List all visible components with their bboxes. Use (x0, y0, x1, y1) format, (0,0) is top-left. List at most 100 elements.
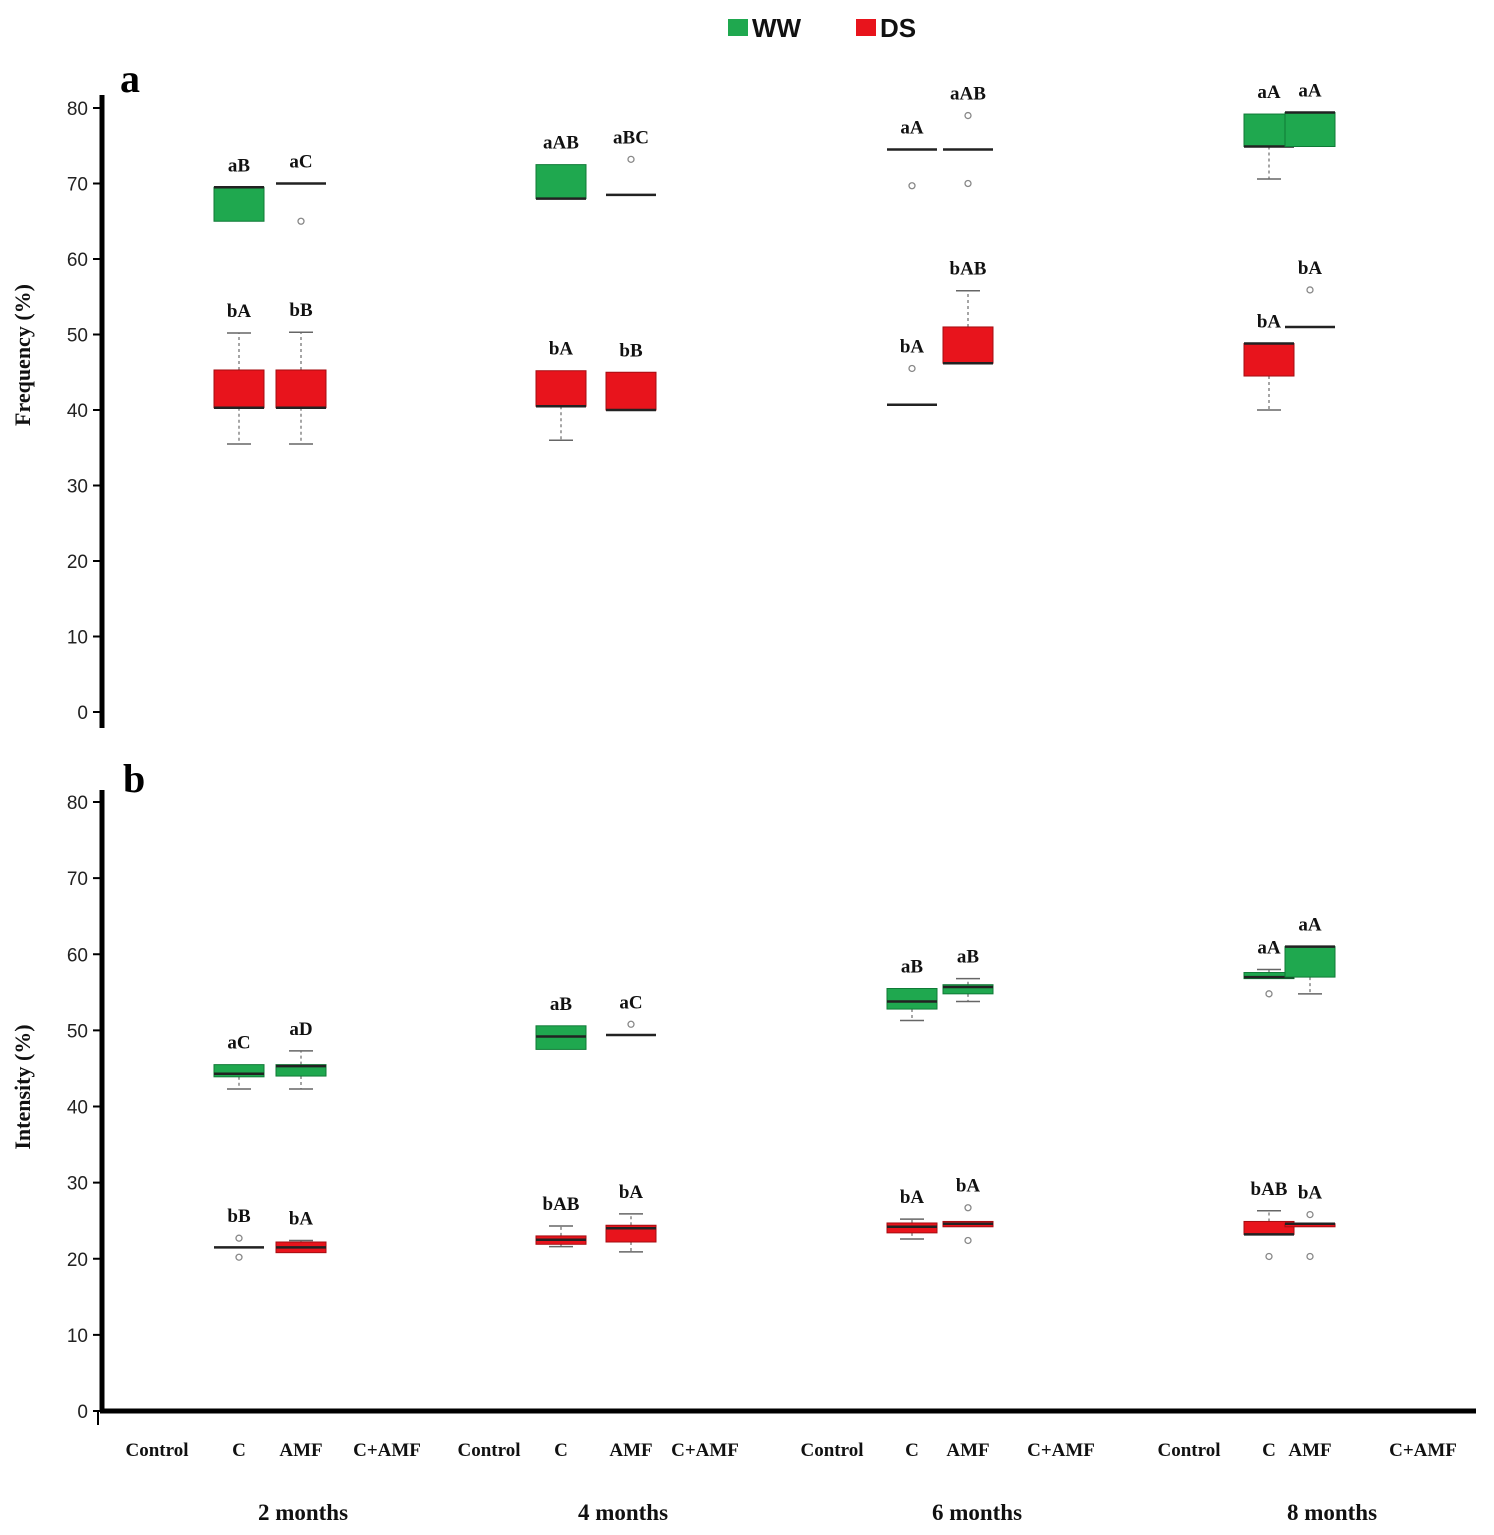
box-ww (535, 164, 587, 200)
box-ds (942, 326, 994, 364)
y-tick-label: 30 (67, 477, 88, 498)
x-group-label: 4 months (578, 1500, 668, 1525)
outlier-point-ww (1265, 990, 1273, 998)
significance-label-ww: aA (900, 118, 924, 139)
outlier-point-ds (235, 1234, 243, 1242)
significance-label-ds: bA (227, 301, 252, 322)
significance-label-ww: aB (550, 994, 573, 1015)
panel-label-a: a (120, 56, 140, 101)
y-tick-label: 0 (77, 1402, 88, 1423)
outlier-point-ds (964, 1204, 972, 1212)
x-category-label: C+AMF (353, 1440, 421, 1461)
x-category-label: Control (458, 1440, 521, 1461)
x-category-label: Control (126, 1440, 189, 1461)
x-category-label: Control (1158, 1440, 1221, 1461)
significance-label-ds: bA (549, 339, 574, 360)
outlier-point-ds (1306, 1252, 1314, 1261)
y-tick-label: 0 (77, 703, 88, 724)
legend-label-ds: DS (880, 13, 916, 43)
box-ww (886, 988, 938, 1010)
outlier-point-ww (964, 179, 972, 188)
x-category-label: C (905, 1440, 919, 1461)
outlier-point-ds (1306, 286, 1314, 294)
significance-label-ds: bB (227, 1206, 251, 1227)
y-tick-label: 50 (67, 1021, 88, 1042)
box-ww (275, 1064, 327, 1077)
outlier-point-ds (908, 364, 916, 373)
significance-label-ww: aA (1257, 937, 1281, 958)
panel-label-b: b (123, 756, 145, 801)
x-group-label: 8 months (1287, 1500, 1377, 1525)
x-category-label: Control (801, 1440, 864, 1461)
box-ds (213, 369, 265, 409)
significance-label-ds: bAB (543, 1194, 580, 1215)
box-ww (213, 186, 265, 222)
box-ds (1243, 343, 1295, 377)
x-category-label: AMF (946, 1440, 989, 1461)
y-tick-label: 30 (67, 1174, 88, 1195)
x-group-label: 6 months (932, 1500, 1022, 1525)
box-ds (605, 371, 657, 411)
x-category-label: AMF (279, 1440, 322, 1461)
significance-label-ds: bB (289, 300, 313, 321)
significance-label-ww: aB (957, 947, 980, 968)
y-axis-label: Frequency (%) (10, 284, 35, 426)
x-category-label: C+AMF (671, 1440, 739, 1461)
y-tick-label: 40 (67, 1098, 88, 1119)
significance-label-ds: bA (1257, 312, 1282, 333)
y-tick-label: 80 (67, 793, 88, 814)
x-category-label: AMF (1288, 1440, 1331, 1461)
significance-label-ds: bA (956, 1176, 981, 1197)
significance-label-ww: aAB (950, 84, 986, 105)
y-tick-label: 10 (67, 1326, 88, 1347)
outlier-point-ww (964, 111, 972, 120)
x-group-label: 2 months (258, 1500, 348, 1525)
y-tick-label: 10 (67, 628, 88, 649)
box-ds (535, 370, 587, 407)
legend-swatch-ww (728, 19, 748, 36)
x-category-label: C (554, 1440, 568, 1461)
x-category-label: C+AMF (1389, 1440, 1457, 1461)
significance-label-ww: aA (1298, 915, 1322, 936)
x-category-label: C+AMF (1027, 1440, 1095, 1461)
significance-label-ww: aA (1298, 81, 1322, 102)
y-tick-label: 80 (67, 99, 88, 120)
y-tick-label: 70 (67, 175, 88, 196)
y-tick-label: 20 (67, 552, 88, 573)
significance-label-ww: aB (901, 957, 924, 978)
y-tick-label: 20 (67, 1250, 88, 1271)
significance-label-ds: bA (619, 1182, 644, 1203)
significance-label-ds: bA (900, 336, 925, 357)
outlier-point-ds (1265, 1252, 1273, 1261)
box-ds (275, 369, 327, 409)
y-tick-label: 40 (67, 401, 88, 422)
significance-label-ww: aA (1257, 82, 1281, 103)
significance-label-ww: aC (289, 152, 312, 173)
significance-label-ww: aAB (543, 133, 579, 154)
legend-label-ww: WW (752, 13, 802, 43)
outlier-point-ww (908, 182, 916, 190)
outlier-point-ww (627, 1020, 635, 1028)
significance-label-ds: bA (289, 1208, 314, 1229)
y-axis-label: Intensity (%) (10, 1024, 35, 1149)
significance-label-ds: bA (1298, 1183, 1323, 1204)
outlier-point-ww (297, 217, 305, 225)
x-category-label: C (232, 1440, 246, 1461)
x-category-label: C (1262, 1440, 1276, 1461)
x-category-label: AMF (609, 1440, 652, 1461)
significance-label-ww: aD (289, 1019, 312, 1040)
outlier-point-ww (627, 155, 635, 163)
significance-label-ds: bA (900, 1187, 925, 1208)
significance-label-ww: aC (227, 1033, 250, 1054)
outlier-point-ds (235, 1253, 243, 1261)
outlier-point-ds (1306, 1210, 1314, 1219)
significance-label-ds: bA (1298, 258, 1323, 279)
box-ww (942, 984, 994, 995)
box-ww (1284, 946, 1336, 978)
significance-label-ww: aBC (613, 127, 649, 148)
significance-label-ds: bAB (950, 259, 987, 280)
box-ww (1284, 112, 1336, 148)
significance-label-ds: bAB (1251, 1179, 1288, 1200)
y-tick-label: 60 (67, 250, 88, 271)
